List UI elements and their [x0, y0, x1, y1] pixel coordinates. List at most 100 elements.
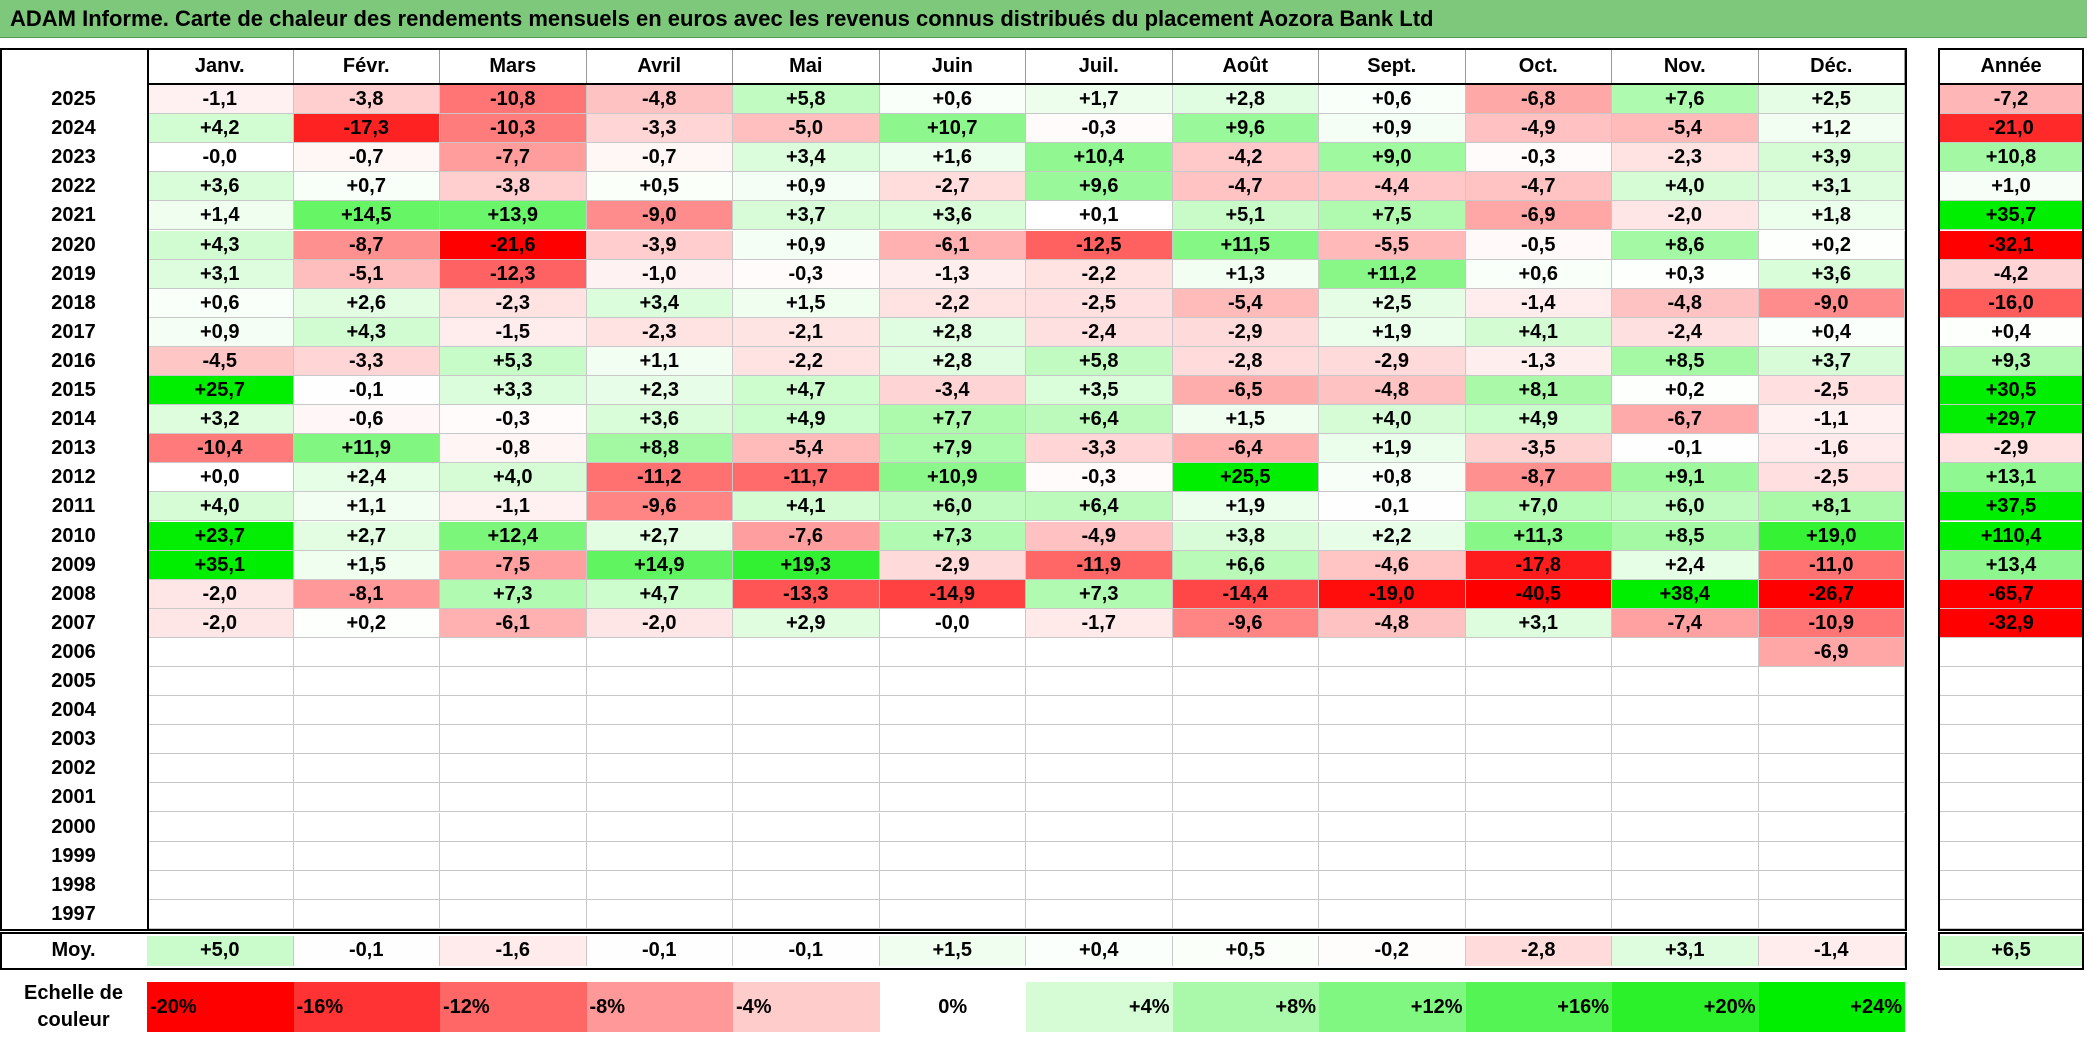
month-header: Déc.	[1759, 48, 1905, 84]
heatmap-cell: +8,8	[586, 434, 733, 464]
heatmap-cell: -2,2	[733, 346, 880, 376]
average-cell: -2,8	[1465, 936, 1612, 966]
heatmap-cell	[733, 870, 880, 900]
heatmap-cell: +0,6	[147, 288, 294, 318]
heatmap-cell: -6,1	[879, 230, 1026, 260]
heatmap-cell	[1026, 696, 1173, 726]
heatmap-cell	[733, 667, 880, 697]
month-header: Juil.	[1026, 48, 1173, 84]
heatmap-cell: +3,6	[1758, 259, 1905, 289]
heatmap-cell	[879, 696, 1026, 726]
heatmap-cell: -6,4	[1172, 434, 1319, 464]
month-header: Janv.	[147, 48, 294, 84]
heatmap-cell	[1172, 696, 1319, 726]
heatmap-cell: -10,4	[147, 434, 294, 464]
heatmap-cell: +4,0	[1612, 172, 1759, 202]
color-scale-stop: +4%	[1026, 982, 1173, 1032]
heatmap-cell: -4,2	[1172, 143, 1319, 173]
heatmap-cell: +7,3	[440, 579, 587, 609]
heatmap-cell: +2,5	[1319, 288, 1466, 318]
heatmap-cell	[147, 899, 294, 929]
heatmap-cell: +5,1	[1172, 201, 1319, 231]
heatmap-cell: -2,0	[147, 579, 294, 609]
average-cell: -1,6	[440, 936, 587, 966]
heatmap-cell: +2,4	[1612, 550, 1759, 580]
heatmap-cell	[440, 899, 587, 929]
heatmap-cell: -2,3	[1612, 143, 1759, 173]
color-scale-stop: -12%	[440, 982, 587, 1032]
heatmap-cell: +0,1	[1026, 201, 1173, 231]
year-label: 2005	[51, 670, 96, 692]
heatmap-cell: -2,0	[147, 608, 294, 638]
annual-cell	[1938, 667, 2084, 697]
heatmap-cell: -7,7	[440, 143, 587, 173]
year-label: 2002	[51, 757, 96, 780]
heatmap-cell	[440, 667, 587, 697]
heatmap-cell: -40,5	[1465, 579, 1612, 609]
month-header: Oct.	[1466, 48, 1612, 84]
heatmap-cell: -4,8	[1319, 376, 1466, 406]
heatmap-cell: -2,5	[1026, 288, 1173, 318]
heatmap-cell	[147, 812, 294, 842]
year-label: 2013	[51, 437, 96, 460]
heatmap-cell: -17,8	[1465, 550, 1612, 580]
year-label: 2010	[51, 524, 96, 547]
heatmap-cell: +4,1	[733, 492, 880, 522]
heatmap-cell: +3,9	[1758, 143, 1905, 173]
annual-cell: -7,2	[1938, 85, 2084, 115]
heatmap-cell	[733, 725, 880, 755]
heatmap-cell: -0,1	[1319, 492, 1466, 522]
heatmap-cell: +8,1	[1465, 376, 1612, 406]
heatmap-cell: +7,5	[1319, 201, 1466, 231]
heatmap-cell: +4,2	[147, 114, 294, 144]
heatmap-cell: +11,9	[293, 434, 440, 464]
heatmap-cell: -1,1	[147, 85, 294, 115]
average-cell: +3,1	[1612, 936, 1759, 966]
heatmap-cell	[1465, 725, 1612, 755]
heatmap-cell: +6,0	[879, 492, 1026, 522]
heatmap-cell: +7,9	[879, 434, 1026, 464]
year-label: 2014	[51, 408, 96, 431]
annual-cell	[1938, 812, 2084, 842]
heatmap-cell	[879, 725, 1026, 755]
heatmap-cell: -0,3	[1465, 143, 1612, 173]
heatmap-cell: +1,9	[1319, 317, 1466, 347]
heatmap-cell	[1758, 754, 1905, 784]
heatmap-cell: -4,7	[1465, 172, 1612, 202]
heatmap-cell: +5,8	[1026, 346, 1173, 376]
heatmap-cell	[147, 754, 294, 784]
year-label: 2003	[51, 728, 96, 751]
annual-cell	[1938, 899, 2084, 929]
heatmap-cell: -10,9	[1758, 608, 1905, 638]
heatmap-cell	[586, 783, 733, 813]
month-header: Mars	[440, 48, 587, 84]
heatmap-cell: +0,2	[293, 608, 440, 638]
color-scale-stop: +16%	[1465, 982, 1612, 1032]
average-cell: -1,4	[1758, 936, 1905, 966]
heatmap-cell: +2,8	[879, 317, 1026, 347]
heatmap-cell: -1,1	[440, 492, 587, 522]
heatmap-cell: -9,6	[586, 492, 733, 522]
year-label: 2021	[51, 204, 96, 227]
heatmap-cell: -2,9	[879, 550, 1026, 580]
heatmap-cell: -5,1	[293, 259, 440, 289]
heatmap-cell: -6,8	[1465, 85, 1612, 115]
heatmap-cell: +19,3	[733, 550, 880, 580]
heatmap-cell: +7,3	[1026, 579, 1173, 609]
heatmap-cell: +1,5	[293, 550, 440, 580]
heatmap-cell	[293, 841, 440, 871]
heatmap-cell	[293, 783, 440, 813]
heatmap-cell: -4,7	[1172, 172, 1319, 202]
color-scale-stop: -16%	[293, 982, 440, 1032]
heatmap-cell: -17,3	[293, 114, 440, 144]
year-label: 2016	[51, 349, 96, 372]
heatmap-cell: +4,0	[440, 463, 587, 493]
heatmap-cell	[1026, 783, 1173, 813]
heatmap-cell	[586, 841, 733, 871]
heatmap-cell: +3,6	[586, 405, 733, 435]
title-bar: ADAM Informe. Carte de chaleur des rende…	[0, 0, 2087, 38]
heatmap-cell	[733, 812, 880, 842]
heatmap-cell: -11,7	[733, 463, 880, 493]
heatmap-cell: +0,9	[733, 172, 880, 202]
heatmap-cell	[1319, 667, 1466, 697]
